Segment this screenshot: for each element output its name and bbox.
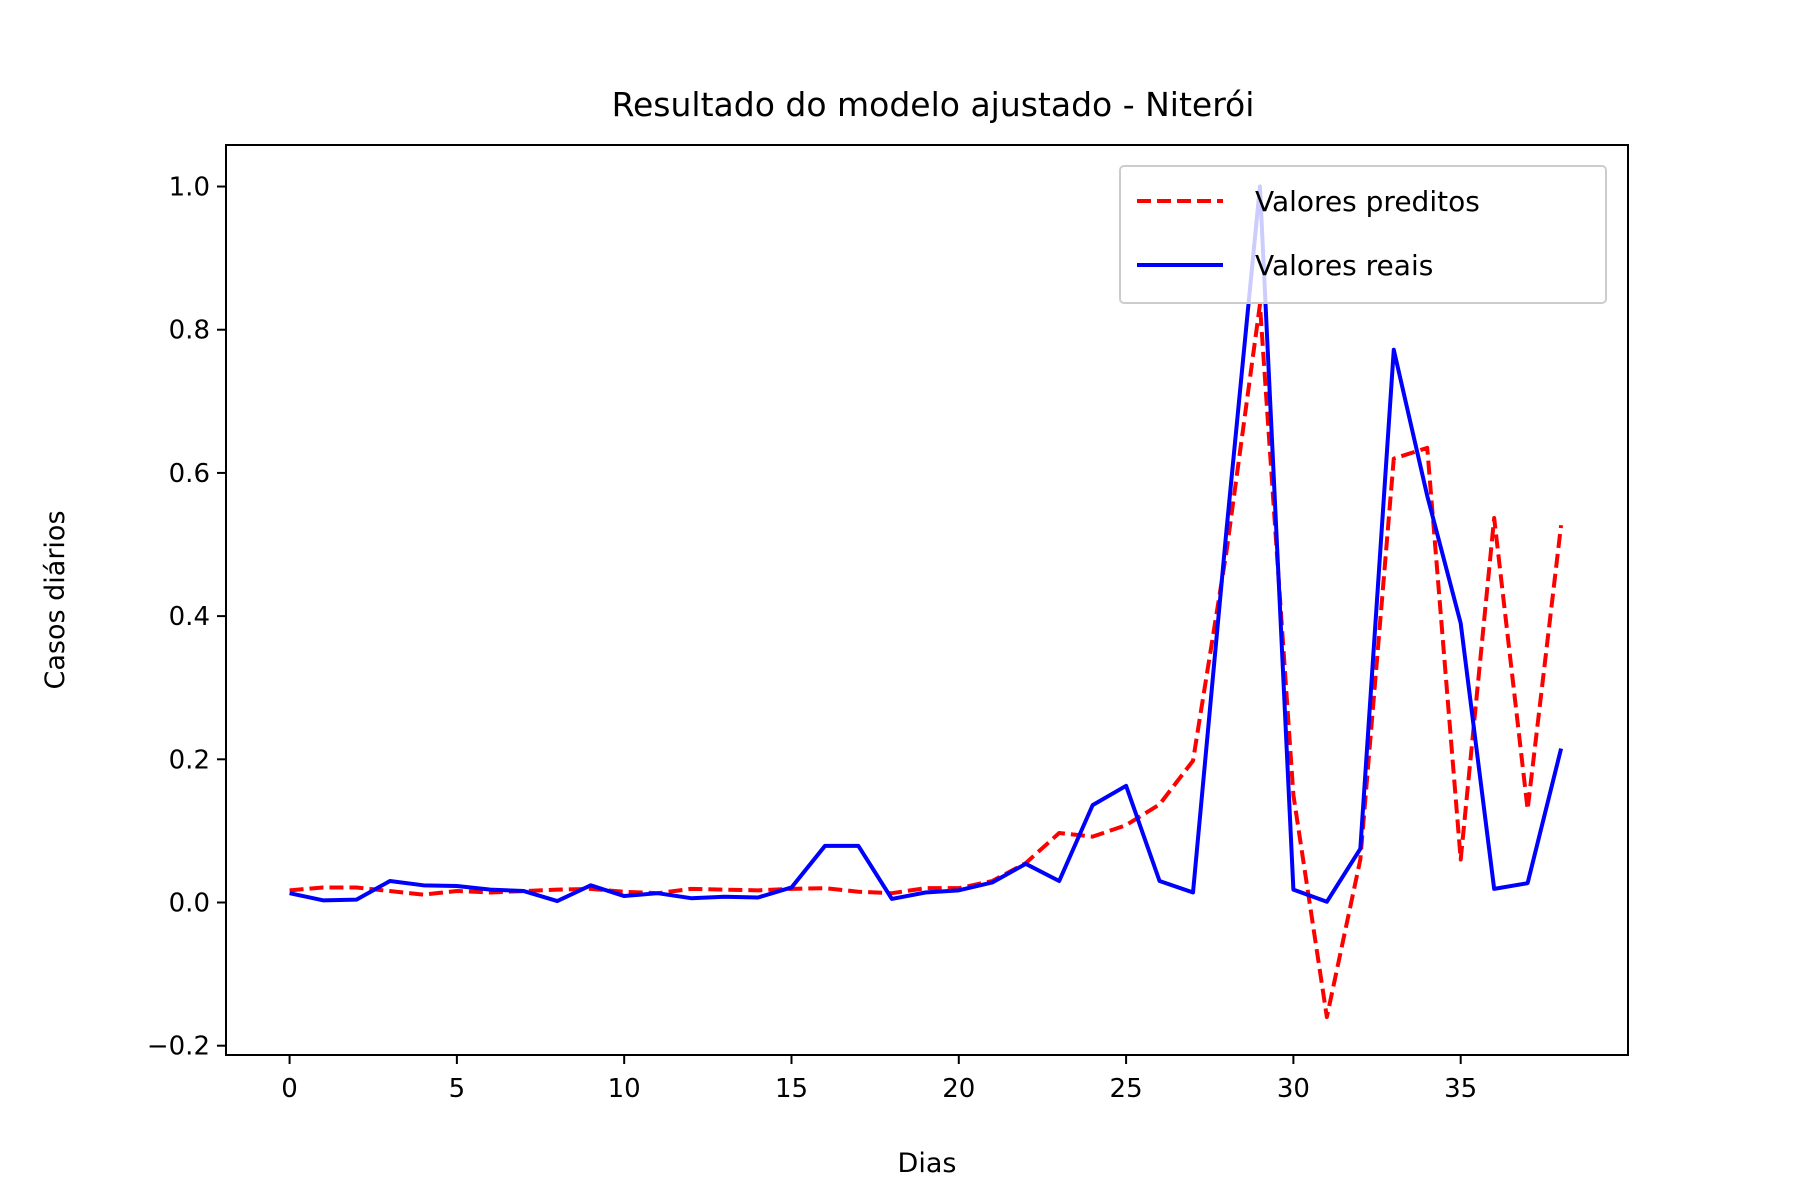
data-point	[655, 891, 660, 896]
data-point	[1525, 807, 1530, 812]
data-point	[421, 892, 426, 897]
data-point	[1425, 493, 1430, 498]
x-axis-label: Dias	[898, 1148, 957, 1179]
data-point	[354, 885, 359, 890]
data-point	[689, 886, 694, 891]
x-tick-label: 5	[449, 1074, 466, 1104]
data-point	[689, 896, 694, 901]
data-point	[956, 888, 961, 893]
data-point	[722, 887, 727, 892]
data-point	[990, 880, 995, 885]
chart-title: Resultado do modelo ajustado - Niterói	[612, 85, 1255, 124]
x-tick-label: 20	[942, 1074, 975, 1104]
legend: Valores preditos Valores reais	[1119, 165, 1607, 304]
data-point	[1023, 861, 1028, 866]
y-tick-label: 0.6	[169, 459, 210, 489]
legend-label-preditos: Valores preditos	[1255, 185, 1480, 218]
y-axis: −0.2 0.0 0.2 0.4 0.6 0.8 1.0	[147, 173, 226, 1062]
data-point	[1291, 887, 1296, 892]
data-point	[321, 898, 326, 903]
data-point	[1291, 793, 1296, 798]
data-point	[1391, 347, 1396, 352]
x-tick-label: 0	[281, 1074, 298, 1104]
data-point	[588, 883, 593, 888]
data-point	[1425, 445, 1430, 450]
legend-box	[1119, 165, 1607, 304]
data-point	[1124, 783, 1129, 788]
data-point	[756, 895, 761, 900]
data-point	[1358, 846, 1363, 851]
data-point	[1492, 886, 1497, 891]
data-point	[1324, 1015, 1329, 1020]
x-axis: 0 5 10 15 20 25 30 35	[281, 1055, 1477, 1104]
data-point	[756, 888, 761, 893]
data-point	[555, 887, 560, 892]
data-point	[1458, 857, 1463, 862]
series-layer	[287, 184, 1564, 1020]
y-tick-label: −0.2	[147, 1032, 210, 1062]
y-tick-label: 0.4	[169, 602, 210, 632]
data-point	[387, 889, 392, 894]
x-tick-label: 25	[1110, 1074, 1143, 1104]
data-point	[789, 885, 794, 890]
data-point	[1057, 879, 1062, 884]
data-point	[354, 897, 359, 902]
data-point	[1525, 881, 1530, 886]
data-point	[454, 884, 459, 889]
data-point	[856, 889, 861, 894]
data-point	[1090, 803, 1095, 808]
data-point	[622, 894, 627, 899]
data-point	[1157, 879, 1162, 884]
data-point	[822, 886, 827, 891]
data-point	[387, 879, 392, 884]
data-point	[1559, 523, 1564, 528]
data-point	[1458, 621, 1463, 626]
y-tick-label: 0.0	[169, 888, 210, 918]
data-point	[722, 894, 727, 899]
series-line-reais	[289, 184, 1564, 904]
data-point	[1224, 528, 1229, 533]
data-point	[421, 883, 426, 888]
data-point	[889, 896, 894, 901]
y-tick-label: 1.0	[169, 173, 210, 203]
data-point	[923, 890, 928, 895]
x-tick-label: 10	[608, 1074, 641, 1104]
data-point	[1324, 899, 1329, 904]
data-point	[1157, 802, 1162, 807]
data-point	[321, 885, 326, 890]
y-tick-label: 0.8	[169, 316, 210, 346]
data-point	[1124, 823, 1129, 828]
data-point	[521, 889, 526, 894]
data-point	[1057, 831, 1062, 836]
data-point	[454, 889, 459, 894]
y-axis-label: Casos diários	[40, 510, 71, 689]
data-point	[822, 843, 827, 848]
legend-label-reais: Valores reais	[1255, 249, 1433, 282]
data-point	[1090, 834, 1095, 839]
data-point	[1391, 456, 1396, 461]
data-point	[1191, 758, 1196, 763]
x-tick-label: 15	[775, 1074, 808, 1104]
data-point	[1191, 890, 1196, 895]
y-tick-label: 0.2	[169, 745, 210, 775]
data-point	[1492, 516, 1497, 521]
x-tick-label: 30	[1277, 1074, 1310, 1104]
data-point	[1358, 857, 1363, 862]
data-point	[1559, 746, 1564, 751]
data-point	[287, 891, 292, 896]
x-tick-label: 35	[1444, 1074, 1477, 1104]
data-point	[488, 887, 493, 892]
data-point	[555, 899, 560, 904]
plot-frame	[225, 144, 1629, 1056]
data-point	[856, 843, 861, 848]
data-point	[923, 886, 928, 891]
